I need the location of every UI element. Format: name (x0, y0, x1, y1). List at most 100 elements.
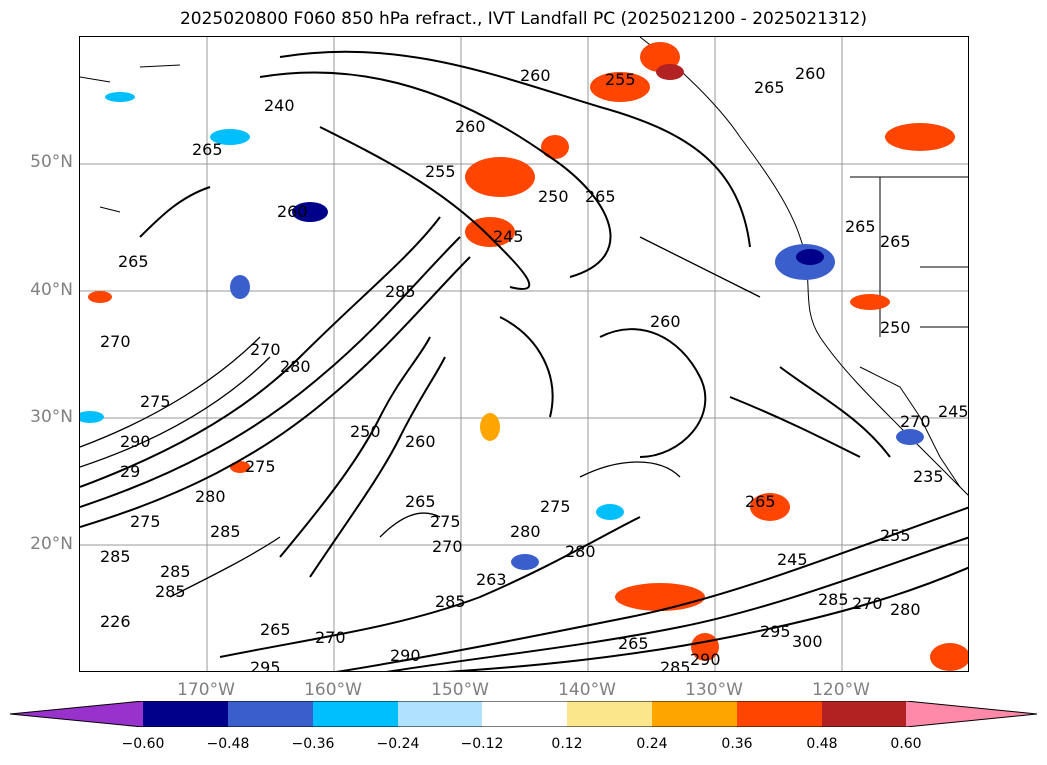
contour-label: 245 (777, 550, 808, 569)
negative-anomaly-fields (80, 92, 924, 570)
colorbar-segment (143, 701, 228, 727)
contour-label: 260 (795, 64, 826, 83)
colorbar-extend-high (906, 701, 1037, 727)
colorbar-segment (737, 701, 822, 727)
map-title: 2025020800 F060 850 hPa refract., IVT La… (179, 9, 867, 29)
contour-label: 260 (650, 312, 681, 331)
colorbar-tick: −0.24 (376, 736, 420, 752)
contour-label: 270 (852, 594, 883, 613)
contour-label: 270 (432, 537, 463, 556)
contour-label: 240 (264, 96, 295, 115)
colorbar-segment (482, 701, 567, 727)
contour-label: 255 (605, 70, 636, 89)
contour-label: 280 (890, 600, 921, 619)
contour-label: 265 (192, 140, 223, 159)
lat-label-50n: 50°N (30, 152, 73, 172)
colorbar-tick: −0.36 (291, 736, 335, 752)
contour-label: 255 (425, 162, 456, 181)
lon-label-130w: 130°W (685, 680, 743, 700)
contour-label: 300 (792, 632, 823, 651)
contour-label: 285 (155, 582, 186, 601)
contour-label: 285 (100, 547, 131, 566)
contour-label: 265 (745, 492, 776, 511)
colorbar-segment (822, 701, 906, 727)
contour-label: 235 (913, 467, 944, 486)
contour-label: 260 (405, 432, 436, 451)
colorbar-tick: 0.36 (721, 736, 753, 752)
contour-label: 265 (880, 232, 911, 251)
contour-label: 290 (390, 646, 421, 665)
colorbar-segment (398, 701, 482, 727)
colorbar-extend-low (10, 701, 143, 727)
contour-label: 280 (195, 487, 226, 506)
contour-label: 260 (520, 66, 551, 85)
lon-label-160w: 160°W (304, 680, 362, 700)
contour-label: 295 (760, 622, 791, 641)
colorbar-tick: −0.60 (121, 736, 165, 752)
colorbar-tick: 0.24 (636, 736, 668, 752)
contour-label: 260 (277, 202, 308, 221)
contour-label: 265 (845, 217, 876, 236)
lon-label-120w: 120°W (812, 680, 870, 700)
colorbar-segment (652, 701, 737, 727)
contour-label: 285 (385, 282, 416, 301)
contour-label: 226 (100, 612, 131, 631)
contour-label: 285 (818, 590, 849, 609)
lon-label-170w: 170°W (177, 680, 235, 700)
colorbar-tick: 0.60 (890, 736, 922, 752)
contour-label: 290 (120, 432, 151, 451)
contour-label: 285 (160, 562, 191, 581)
contour-label: 263 (476, 570, 507, 589)
contour-label: 270 (900, 412, 931, 431)
graticule (80, 37, 968, 671)
lat-label-30n: 30°N (30, 407, 73, 427)
contour-label: 250 (350, 422, 381, 441)
contour-label: 295 (250, 658, 281, 672)
colorbar-segment (228, 701, 313, 727)
map-canvas: 260 255 240 265 260 265 260 260 265 255 … (80, 37, 969, 672)
contour-label: 255 (880, 526, 911, 545)
lat-label-40n: 40°N (30, 280, 73, 300)
contour-label: 245 (493, 227, 524, 246)
contour-label: 275 (430, 512, 461, 531)
contour-label: 290 (690, 650, 721, 669)
contour-label: 285 (435, 592, 466, 611)
map-panel: 260 255 240 265 260 265 260 260 265 255 … (79, 36, 969, 672)
contour-label: 275 (245, 457, 276, 476)
contour-lines (80, 50, 968, 671)
contour-label: 265 (260, 620, 291, 639)
contour-label: 265 (754, 78, 785, 97)
contour-label: 275 (140, 392, 171, 411)
contour-label: 265 (405, 492, 436, 511)
contour-label: 275 (130, 512, 161, 531)
contour-label: 250 (880, 318, 911, 337)
contour-label: 270 (250, 340, 281, 359)
contour-label: 285 (210, 522, 241, 541)
contour-label: 245 (938, 402, 969, 421)
contour-label: 250 (538, 187, 569, 206)
contour-label: 260 (455, 117, 486, 136)
colorbar-tick: −0.48 (206, 736, 250, 752)
contour-label: 280 (565, 542, 596, 561)
contour-label: 275 (540, 497, 571, 516)
contour-label: 265 (618, 634, 649, 653)
contour-label: 265 (118, 252, 149, 271)
colorbar-segment (567, 701, 652, 727)
colorbar-tick: 0.12 (551, 736, 583, 752)
contour-label: 29 (120, 462, 140, 481)
contour-label: 270 (100, 332, 131, 351)
contour-lines-thin (80, 236, 761, 598)
coastlines (80, 37, 968, 496)
contour-label: 280 (510, 522, 541, 541)
contour-label: 280 (280, 357, 311, 376)
lat-label-20n: 20°N (30, 534, 73, 554)
colorbar-tick: −0.12 (460, 736, 504, 752)
colorbar-outline (10, 701, 1038, 727)
colorbar (10, 701, 1038, 727)
contour-label: 265 (585, 187, 616, 206)
colorbar-tick: 0.48 (806, 736, 838, 752)
contour-label: 285 (660, 658, 691, 672)
shaded-fields (80, 42, 968, 671)
lon-label-150w: 150°W (431, 680, 489, 700)
contour-label-group: 260 255 240 265 260 265 260 260 265 255 … (100, 64, 969, 672)
